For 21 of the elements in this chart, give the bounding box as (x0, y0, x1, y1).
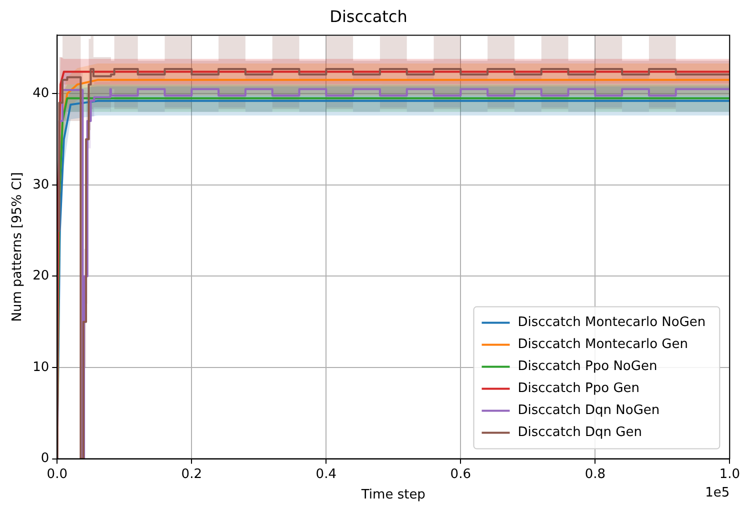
x-tick-label: 0.6 (450, 466, 471, 482)
legend-label: Disccatch Montecarlo Gen (518, 337, 688, 352)
text: 1e5 (705, 486, 730, 501)
x-axis-title: Time step (360, 488, 426, 503)
legend-label: Disccatch Dqn NoGen (518, 403, 660, 418)
x-tick-label: 1.0 (719, 466, 740, 482)
legend-label: Disccatch Ppo Gen (518, 381, 640, 396)
y-tick-label: 20 (32, 268, 50, 284)
x-tick-label: 0.2 (181, 466, 202, 482)
x-tick-label: 0.8 (584, 466, 606, 482)
legend-label: Disccatch Dqn Gen (518, 425, 642, 440)
chart-title: Disccatch (330, 6, 408, 26)
x-tick-label: 0.0 (46, 466, 68, 482)
y-tick-label: 30 (32, 177, 50, 192)
x-tick-label: 0.4 (316, 466, 336, 482)
y-tick-label: 10 (32, 360, 50, 375)
y-tick-label: 0 (40, 451, 50, 466)
legend-label: Disccatch Ppo NoGen (518, 359, 658, 374)
y-axis-title: Num patterns [95% CI] (10, 172, 26, 322)
y-tick-label: 40 (32, 86, 50, 102)
legend-label: Disccatch Montecarlo NoGen (518, 315, 706, 330)
